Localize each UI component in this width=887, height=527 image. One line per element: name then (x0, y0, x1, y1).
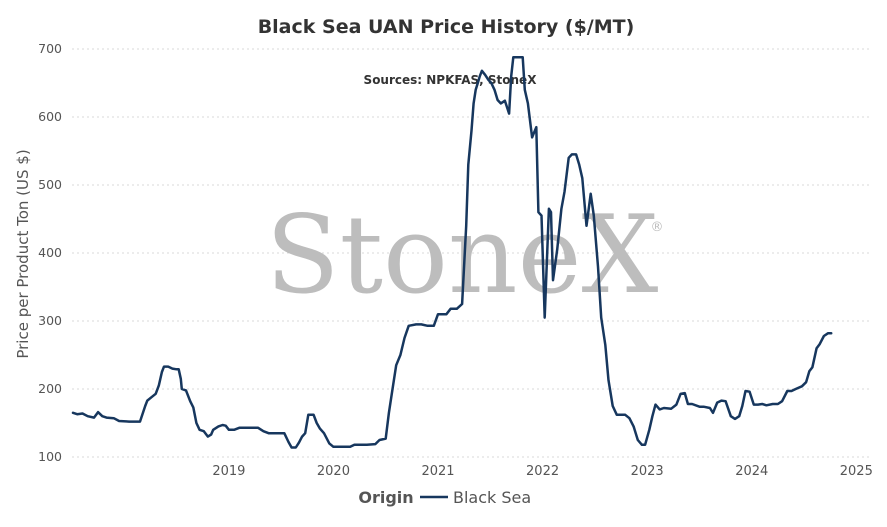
x-tick-label: 2019 (212, 464, 245, 479)
y-tick-label: 400 (38, 245, 62, 260)
x-tick-label: 2021 (421, 464, 454, 479)
chart-title: Black Sea UAN Price History ($/MT) (258, 16, 635, 38)
y-tick-label: 300 (38, 313, 62, 328)
y-tick-label: 600 (38, 109, 62, 124)
y-tick-label: 700 (38, 41, 62, 56)
legend-label-black-sea[interactable]: Black Sea (453, 488, 531, 507)
y-tick-label: 500 (38, 177, 62, 192)
x-tick-label: 2023 (631, 464, 664, 479)
y-tick-label: 100 (38, 449, 62, 464)
y-axis-label: Price per Product Ton (US $) (14, 149, 32, 358)
chart-subtitle: Sources: NPKFAS, StoneX (364, 73, 538, 87)
x-tick-label: 2025 (840, 464, 873, 479)
watermark-registered-mark: ® (651, 220, 664, 235)
series-line-black-sea[interactable] (71, 55, 833, 449)
plot-area (71, 55, 833, 449)
x-tick-label: 2022 (526, 464, 559, 479)
legend[interactable]: Origin Black Sea (358, 488, 531, 507)
x-tick-label: 2020 (317, 464, 350, 479)
legend-title: Origin (358, 488, 413, 507)
y-tick-label: 200 (38, 381, 62, 396)
x-tick-labels: 2019 2020 2021 2022 2023 2024 2025 (212, 464, 873, 479)
y-tick-labels: 100 200 300 400 500 600 700 (38, 41, 62, 464)
x-tick-label: 2024 (735, 464, 768, 479)
